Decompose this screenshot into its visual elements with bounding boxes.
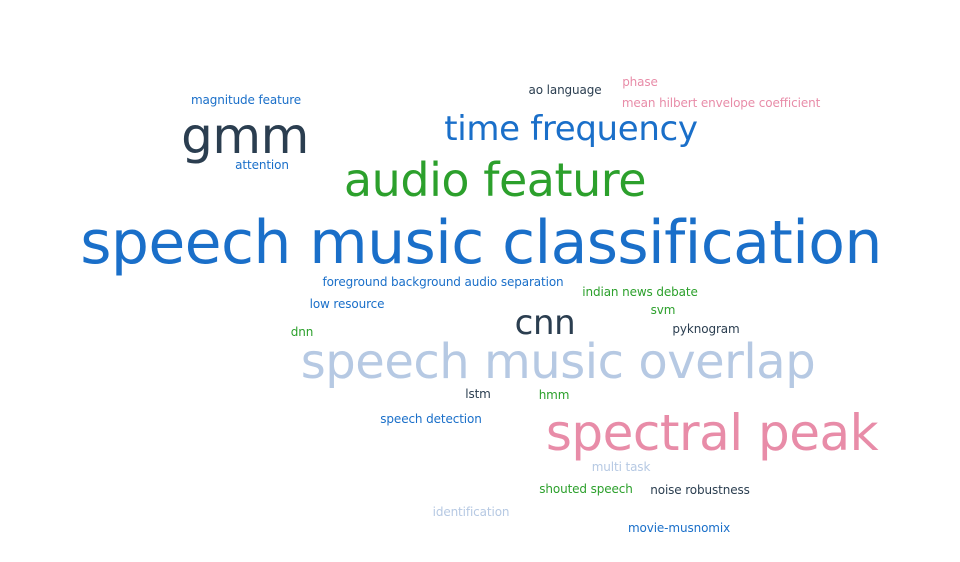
word-attention: attention	[235, 158, 289, 172]
word-phase: phase	[622, 75, 658, 89]
word-mean-hilbert-envelope-coefficient: mean hilbert envelope coefficient	[621, 96, 821, 110]
word-spectral-peak: spectral peak	[545, 404, 879, 462]
word-noise-robustness: noise robustness	[650, 483, 750, 497]
word-indian-news-debate: indian news debate	[582, 285, 698, 299]
word-time-frequency: time frequency	[444, 109, 698, 149]
word-identification: identification	[432, 505, 510, 519]
word-shouted-speech: shouted speech	[539, 482, 633, 496]
word-lstm: lstm	[465, 387, 491, 401]
word-movie-musnomix: movie-musnomix	[627, 521, 731, 535]
word-foreground-background-audio-separation: foreground background audio separation	[322, 275, 564, 289]
word-low-resource: low resource	[309, 297, 385, 311]
word-ao-language: ao language	[528, 83, 602, 97]
word-speech-music-overlap: speech music overlap	[300, 334, 816, 390]
word-svm: svm	[650, 303, 676, 317]
word-multi-task: multi task	[591, 460, 651, 474]
word-audio-feature: audio feature	[343, 153, 647, 207]
word-speech-detection: speech detection	[380, 412, 482, 426]
word-speech-music-classification: speech music classification	[80, 208, 882, 278]
word-magnitude-feature: magnitude feature	[190, 93, 302, 107]
word-gmm: gmm	[181, 107, 309, 165]
word-pyknogram: pyknogram	[672, 322, 740, 336]
word-dnn: dnn	[290, 325, 314, 339]
word-hmm: hmm	[538, 388, 570, 402]
word-cnn: cnn	[514, 303, 576, 343]
